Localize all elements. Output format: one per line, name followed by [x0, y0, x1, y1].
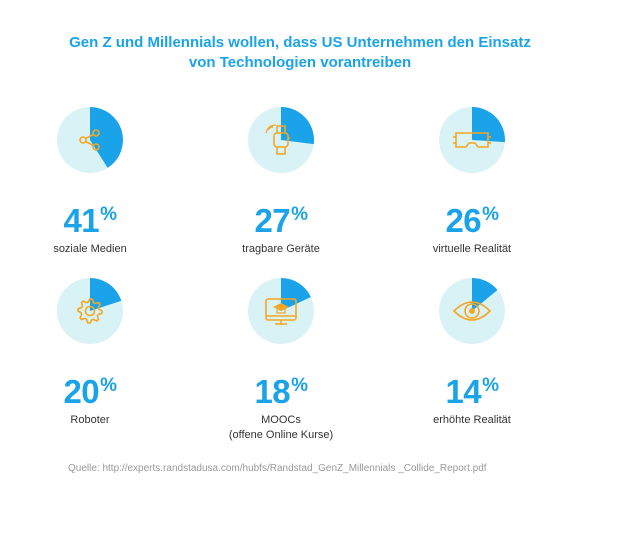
- chart-title-line-2: von Technologien vorantreiben: [188, 54, 412, 71]
- percent-sign: %: [482, 204, 499, 225]
- pie-slice-social-media: [90, 107, 123, 168]
- pie-moocs: [248, 278, 314, 344]
- stat-label: MOOCs: [261, 414, 301, 426]
- stat-value-number: 20: [63, 373, 100, 410]
- gear-outline: [77, 298, 103, 324]
- stat-value: 18%: [191, 368, 371, 410]
- pie-augmented-reality: [439, 278, 505, 344]
- percent-sign: %: [100, 375, 117, 396]
- pie-robots: [57, 278, 123, 344]
- share-icon: [79, 129, 100, 151]
- chart-title: Gen Z und Millennials wollen, dass US Un…: [0, 33, 600, 73]
- stat-value-number: 26: [445, 202, 482, 239]
- stat-value: 20%: [0, 368, 180, 410]
- stat-social-media: 41% soziale Medien: [0, 105, 180, 257]
- stat-label: erhöhte Realität: [433, 414, 511, 426]
- pie-slice-wearables: [281, 107, 315, 145]
- pie-wearables: [248, 107, 315, 173]
- stat-value: 26%: [382, 197, 562, 239]
- online-course-monitor-icon: [265, 298, 297, 325]
- stat-value-number: 27: [254, 202, 291, 239]
- stat-augmented-reality: 14% erhöhte Realität: [382, 276, 562, 428]
- stat-wearables: 27% tragbare Geräte: [191, 105, 371, 257]
- percent-sign: %: [482, 375, 499, 396]
- source-note: Quelle: http://experts.randstadusa.com/h…: [68, 463, 487, 474]
- smartwatch-icon: [265, 124, 290, 155]
- percent-sign: %: [291, 375, 308, 396]
- stat-moocs: 18% MOOCs (offene Online Kurse): [191, 276, 371, 443]
- stat-label-line-2: (offene Online Kurse): [228, 429, 334, 441]
- pie-virtual-reality: [439, 107, 505, 173]
- percent-sign: %: [291, 204, 308, 225]
- stat-value-number: 41: [63, 202, 100, 239]
- chart-title-line-1: Gen Z und Millennials wollen, dass US Un…: [69, 34, 531, 51]
- stat-label: soziale Medien: [53, 243, 127, 255]
- pie-slice-moocs: [281, 278, 311, 311]
- stat-value: 14%: [382, 368, 562, 410]
- pie-social-media: [57, 107, 123, 173]
- stat-value: 27%: [191, 197, 371, 239]
- vr-headset-icon: [453, 132, 491, 148]
- stat-robots: 20% Roboter: [0, 276, 180, 428]
- stat-value-number: 18: [254, 373, 291, 410]
- stat-value: 41%: [0, 197, 180, 239]
- stat-virtual-reality: 26% virtuelle Realität: [382, 105, 562, 257]
- stat-label: tragbare Geräte: [242, 243, 320, 255]
- eye-icon: [452, 301, 492, 321]
- stat-label: virtuelle Realität: [432, 243, 512, 255]
- percent-sign: %: [100, 204, 117, 225]
- stat-label: Roboter: [70, 414, 110, 426]
- gear-icon: [77, 298, 103, 324]
- stat-value-number: 14: [445, 373, 482, 410]
